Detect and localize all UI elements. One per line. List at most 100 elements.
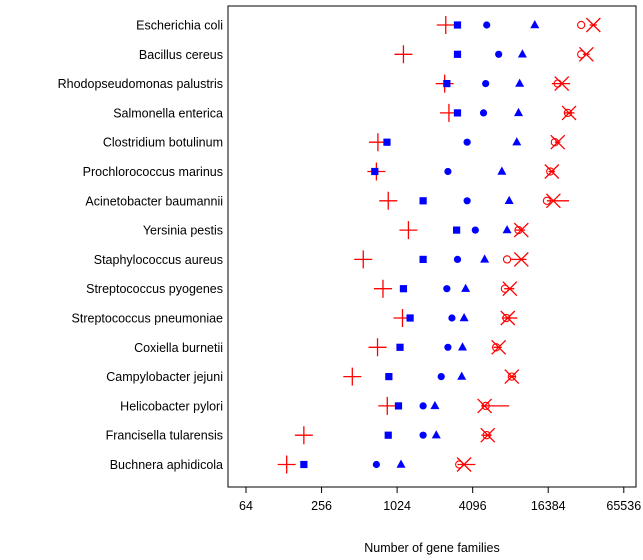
- mark-cross-escherichia-coli: [585, 17, 601, 33]
- mark-square-prochlorococcus-marinus: [371, 167, 379, 176]
- mark-cross-coxiella-burnetii: [491, 339, 507, 355]
- mark-plus-escherichia-coli: [436, 16, 455, 34]
- mark-circle-bacillus-cereus: [495, 50, 503, 58]
- mark-cross-rhodopseudomonas-palustris: [554, 76, 570, 92]
- category-label-escherichia-coli: Escherichia coli: [136, 19, 223, 33]
- mark-triangle-streptococcus-pneumoniae: [459, 313, 469, 322]
- mark-triangle-prochlorococcus-marinus: [497, 166, 507, 175]
- mark-square-streptococcus-pneumoniae: [406, 314, 414, 322]
- mark-circle-helicobacter-pylori: [419, 402, 427, 410]
- mark-square-escherichia-coli: [453, 21, 462, 29]
- mark-circle-salmonella-enterica: [479, 109, 488, 117]
- mark-circle-rhodopseudomonas-palustris: [482, 80, 490, 88]
- mark-triangle-rhodopseudomonas-palustris: [515, 78, 525, 87]
- mark-square-buchnera-aphidicola: [300, 460, 308, 469]
- mark-triangle-escherichia-coli: [530, 20, 540, 29]
- mark-triangle-francisella-tularensis: [431, 430, 441, 439]
- mark-square-staphylococcus-aureus: [419, 255, 427, 263]
- mark-triangle-streptococcus-pyogenes: [461, 283, 471, 292]
- mark-square-acinetobacter-baumannii: [419, 197, 427, 205]
- mark-triangle-buchnera-aphidicola: [396, 459, 406, 468]
- mark-plus-campylobacter-jejuni: [343, 367, 362, 386]
- mark-square-yersinia-pestis: [452, 226, 461, 234]
- mark-cross-clostridium-botulinum: [550, 134, 566, 150]
- mark-square-helicobacter-pylori: [394, 402, 403, 410]
- mark-circle-open-staphylococcus-aureus: [502, 255, 512, 264]
- mark-plus-staphylococcus-aureus: [354, 250, 373, 269]
- mark-plus-bacillus-cereus: [394, 45, 413, 64]
- mark-circle-staphylococcus-aureus: [453, 255, 462, 263]
- mark-triangle-coxiella-burnetii: [458, 342, 468, 351]
- mark-triangle-campylobacter-jejuni: [457, 371, 467, 380]
- mark-cross-salmonella-enterica: [561, 105, 577, 121]
- data-marks: [277, 16, 601, 474]
- mark-triangle-acinetobacter-baumannii: [504, 195, 514, 204]
- mark-circle-streptococcus-pneumoniae: [448, 314, 456, 322]
- mark-circle-yersinia-pestis: [471, 226, 479, 234]
- mark-plus-yersinia-pestis: [399, 221, 418, 240]
- mark-square-salmonella-enterica: [453, 109, 462, 117]
- mark-cross-buchnera-aphidicola: [456, 457, 472, 472]
- category-label-staphylococcus-aureus: Staphylococcus aureus: [94, 253, 223, 267]
- x-axis: 64 256 1024 4096 16384 65536: [239, 487, 641, 513]
- x-tick-label-4096: 4096: [459, 499, 487, 513]
- mark-triangle-helicobacter-pylori: [430, 400, 440, 410]
- mark-circle-campylobacter-jejuni: [437, 373, 445, 381]
- category-label-clostridium-botulinum: Clostridium botulinum: [103, 136, 223, 150]
- mark-triangle-bacillus-cereus: [517, 49, 527, 58]
- mark-cross-prochlorococcus-marinus: [544, 164, 560, 179]
- category-label-rhodopseudomonas-palustris: Rhodopseudomonas palustris: [58, 77, 223, 91]
- mark-triangle-salmonella-enterica: [514, 107, 524, 117]
- mark-circle-francisella-tularensis: [419, 431, 427, 439]
- category-label-acinetobacter-baumannii: Acinetobacter baumannii: [85, 194, 223, 208]
- mark-plus-helicobacter-pylori: [378, 396, 397, 415]
- mark-circle-coxiella-burnetii: [444, 343, 452, 351]
- mark-cross-helicobacter-pylori: [477, 398, 493, 414]
- mark-cross-francisella-tularensis: [480, 427, 496, 443]
- mark-plus-buchnera-aphidicola: [277, 455, 296, 474]
- mark-circle-escherichia-coli: [483, 21, 491, 29]
- mark-circle-acinetobacter-baumannii: [463, 197, 471, 205]
- category-labels: Escherichia coli Bacillus cereus Rhodopseu…: [58, 19, 223, 473]
- mark-circle-open-escherichia-coli: [577, 20, 586, 30]
- mark-cross-streptococcus-pyogenes: [502, 281, 518, 297]
- category-label-streptococcus-pneumoniae: Streptococcus pneumoniae: [72, 312, 224, 326]
- mark-circle-streptococcus-pyogenes: [443, 285, 451, 293]
- mark-plus-acinetobacter-baumannii: [379, 191, 398, 210]
- mark-square-streptococcus-pyogenes: [399, 285, 408, 293]
- mark-circle-clostridium-botulinum: [463, 138, 471, 146]
- mark-square-campylobacter-jejuni: [385, 373, 393, 381]
- x-tick-label-64: 64: [239, 499, 253, 513]
- category-label-prochlorococcus-marinus: Prochlorococcus marinus: [83, 165, 223, 179]
- mark-circle-prochlorococcus-marinus: [444, 167, 452, 176]
- mark-square-coxiella-burnetii: [396, 343, 404, 351]
- mark-triangle-yersinia-pestis: [502, 225, 512, 234]
- mark-square-bacillus-cereus: [453, 50, 462, 58]
- mark-plus-francisella-tularensis: [294, 426, 313, 445]
- mark-cross-acinetobacter-baumannii: [545, 193, 561, 209]
- mark-cross-campylobacter-jejuni: [504, 369, 520, 385]
- category-label-streptococcus-pyogenes: Streptococcus pyogenes: [86, 282, 223, 296]
- category-label-helicobacter-pylori: Helicobacter pylori: [120, 399, 223, 413]
- category-label-coxiella-burnetii: Coxiella burnetii: [134, 341, 223, 355]
- mark-triangle-staphylococcus-aureus: [480, 254, 490, 263]
- x-tick-label-1024: 1024: [383, 499, 411, 513]
- mark-cross-streptococcus-pneumoniae: [500, 310, 516, 326]
- category-label-buchnera-aphidicola: Buchnera aphidicola: [110, 458, 223, 472]
- mark-cross-bacillus-cereus: [578, 46, 594, 62]
- mark-square-francisella-tularensis: [384, 431, 392, 439]
- category-label-francisella-tularensis: Francisella tularensis: [106, 429, 223, 443]
- mark-square-clostridium-botulinum: [383, 138, 391, 146]
- mark-plus-coxiella-burnetii: [368, 338, 387, 357]
- category-label-salmonella-enterica: Salmonella enterica: [113, 106, 223, 120]
- x-tick-label-256: 256: [311, 499, 332, 513]
- mark-plus-streptococcus-pyogenes: [373, 279, 392, 298]
- mark-cross-staphylococcus-aureus: [513, 251, 529, 267]
- category-label-campylobacter-jejuni: Campylobacter jejuni: [106, 370, 223, 384]
- mark-cross-yersinia-pestis: [513, 222, 529, 238]
- category-label-bacillus-cereus: Bacillus cereus: [139, 48, 223, 62]
- x-tick-label-16384: 16384: [531, 499, 566, 513]
- mark-triangle-clostridium-botulinum: [512, 137, 522, 146]
- mark-square-rhodopseudomonas-palustris: [443, 80, 451, 88]
